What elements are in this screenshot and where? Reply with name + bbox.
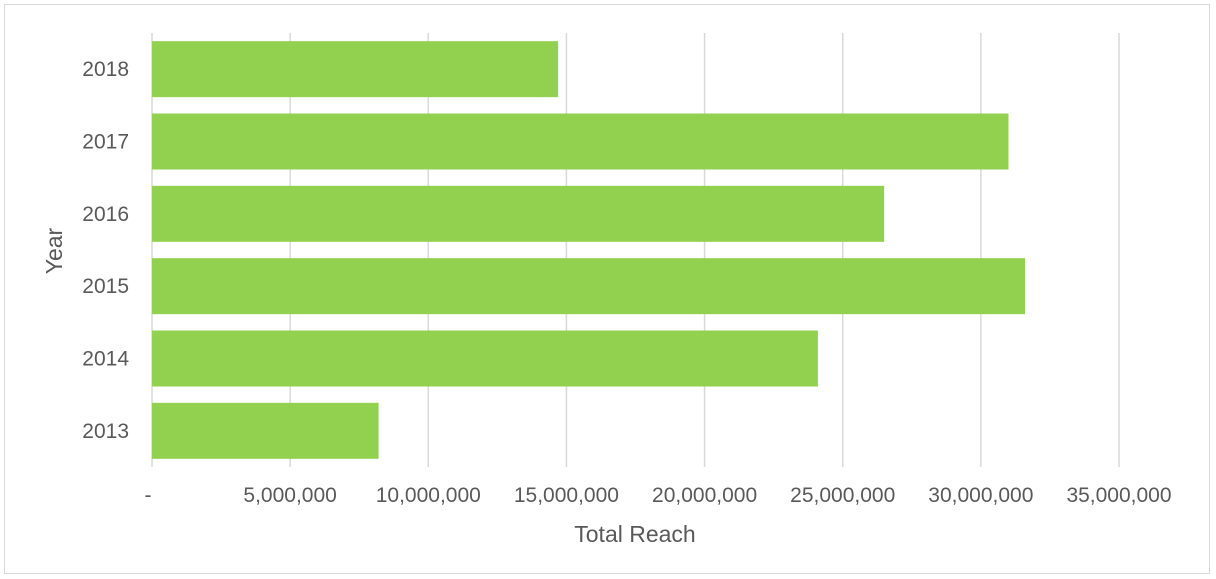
- bar-2014: [152, 330, 818, 387]
- y-tick-label: 2015: [82, 275, 129, 298]
- x-tick-label: 25,000,000: [790, 484, 895, 507]
- bar-2018: [152, 41, 559, 98]
- bar-2016: [152, 185, 885, 242]
- y-tick-labels: 2018 2017 2016 2015 2014 2013: [82, 58, 129, 443]
- gridlines: [151, 33, 1120, 467]
- x-tick-label: -: [145, 484, 152, 507]
- bar-2017: [152, 113, 1009, 170]
- x-tick-label: 5,000,000: [243, 484, 336, 507]
- bar-2015: [152, 258, 1026, 315]
- bar-2013: [152, 402, 379, 459]
- x-axis-title: Total Reach: [574, 521, 695, 547]
- x-tick-labels: - 5,000,000 10,000,000 15,000,000 20,000,000…: [145, 484, 1172, 507]
- y-tick-label: 2016: [82, 203, 129, 226]
- bars: [152, 41, 1026, 459]
- y-tick-label: 2013: [82, 420, 129, 443]
- y-tick-label: 2014: [82, 348, 129, 371]
- y-axis-title: Year: [41, 227, 67, 274]
- x-tick-label: 15,000,000: [514, 484, 619, 507]
- x-tick-label: 10,000,000: [376, 484, 481, 507]
- y-tick-label: 2018: [82, 58, 129, 81]
- x-tick-label: 35,000,000: [1066, 484, 1171, 507]
- y-tick-label: 2017: [82, 131, 129, 154]
- x-tick-label: 20,000,000: [652, 484, 757, 507]
- x-tick-label: 30,000,000: [928, 484, 1033, 507]
